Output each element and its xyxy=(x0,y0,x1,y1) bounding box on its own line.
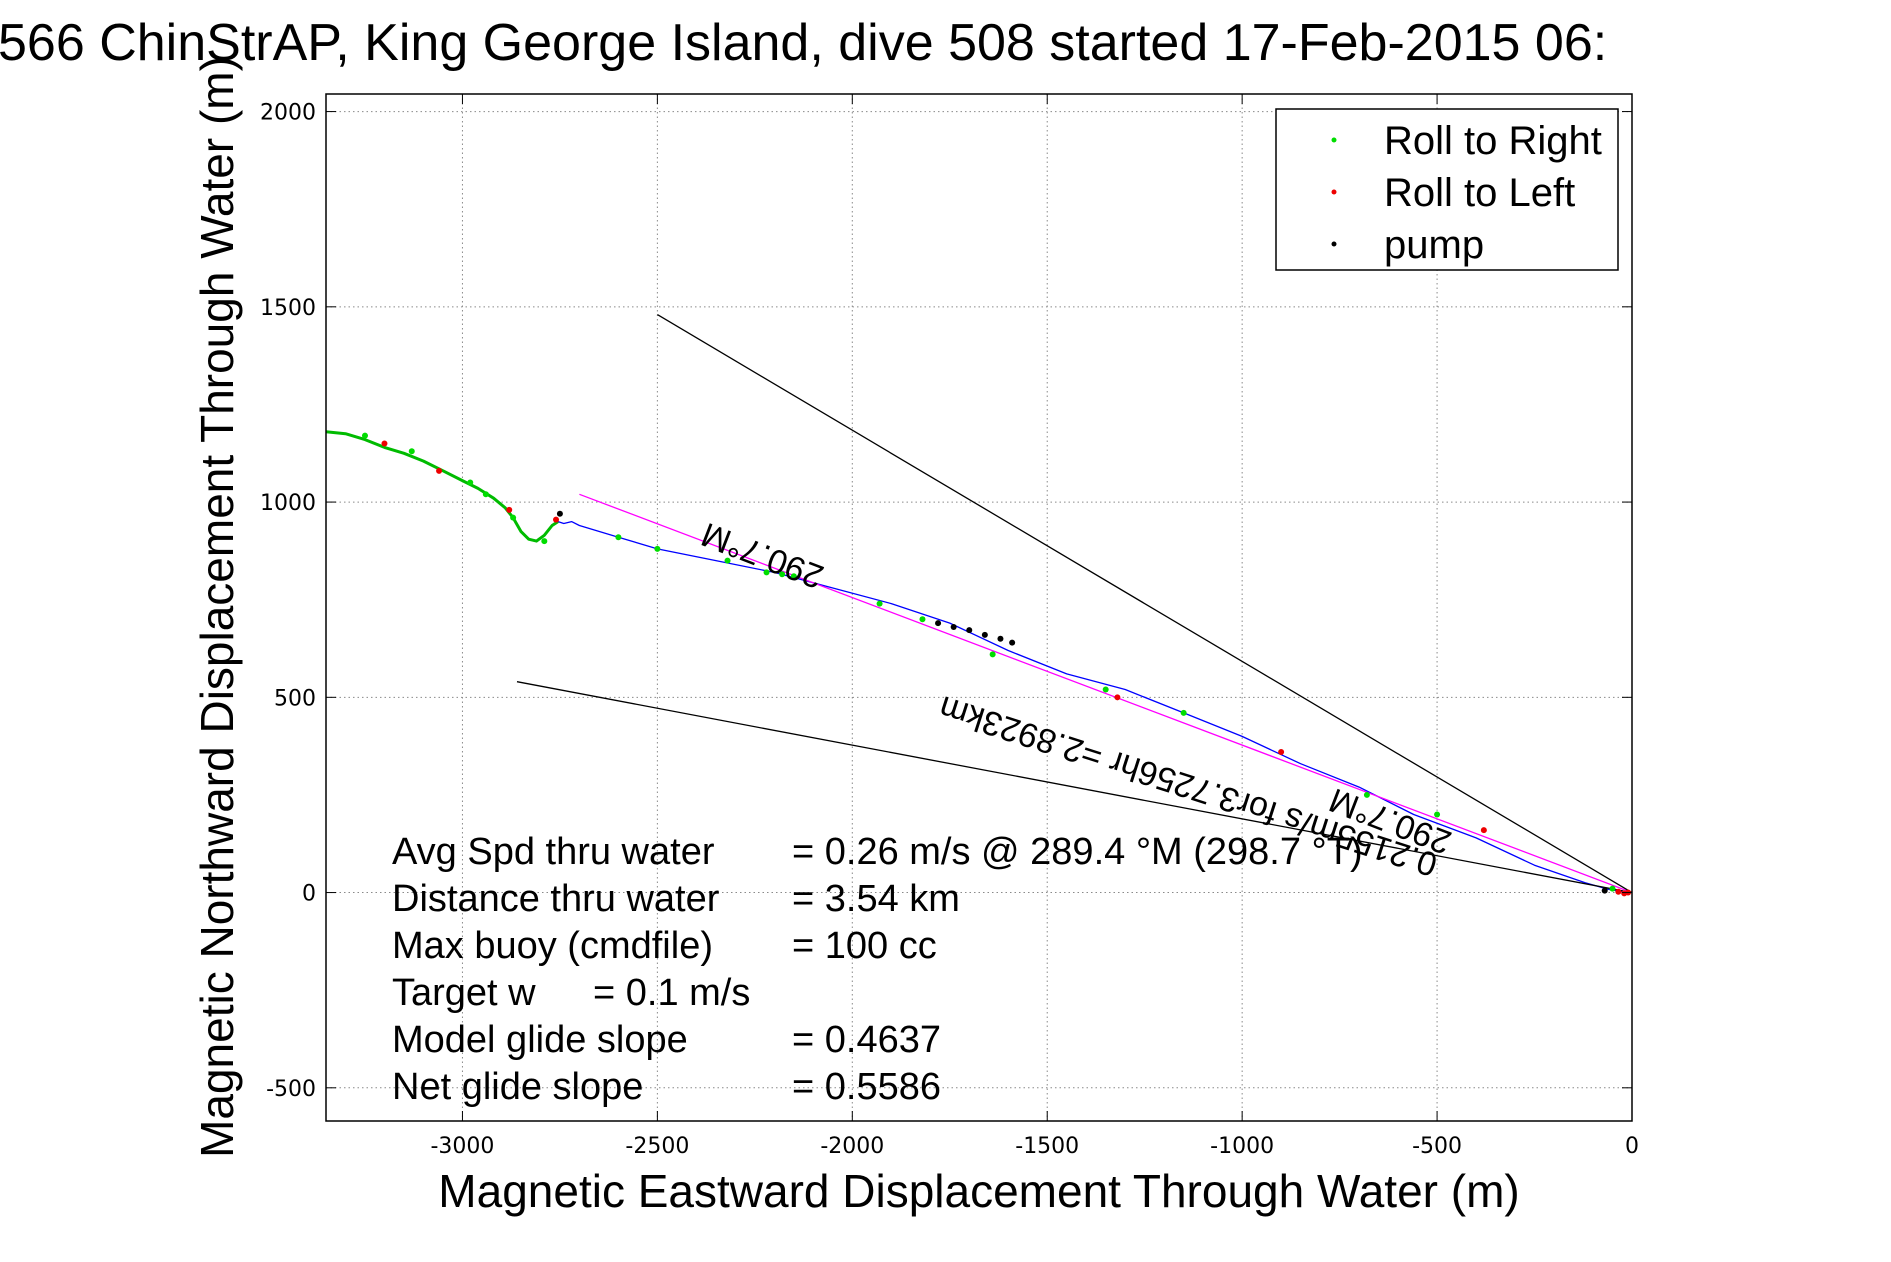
roll-right-marker xyxy=(541,538,548,545)
pump-marker xyxy=(950,624,957,631)
roll-right-marker xyxy=(510,514,517,521)
stats-block: Avg Spd thru water = 0.26 m/s @ 289.4 °M … xyxy=(392,831,1363,1108)
y-tick-label: 2000 xyxy=(260,101,316,126)
stat-label: Distance thru water xyxy=(392,878,720,920)
pump-marker xyxy=(997,635,1004,642)
legend: Roll to Right Roll to Left pump xyxy=(1275,108,1619,271)
y-tick-label: 0 xyxy=(302,882,316,907)
legend-items: Roll to Right Roll to Left pump xyxy=(1331,119,1602,267)
roll-right-marker xyxy=(615,534,622,541)
roll-right-marker xyxy=(724,557,731,564)
roll-left-marker xyxy=(381,440,388,447)
data-markers xyxy=(361,432,1632,897)
pump-marker xyxy=(966,627,973,634)
x-tick-label: -500 xyxy=(1412,1134,1462,1159)
pump-marker xyxy=(556,510,563,517)
roll-right-marker xyxy=(361,432,368,439)
stat-value: = 0.4637 xyxy=(792,1019,941,1061)
x-tick-label: -1500 xyxy=(1015,1134,1079,1159)
roll-right-marker xyxy=(467,479,474,486)
roll-left-marker xyxy=(1621,890,1628,897)
stat-value: = 100 cc xyxy=(792,925,937,967)
roll-left-marker xyxy=(553,516,560,523)
legend-label: Roll to Right xyxy=(1384,119,1602,163)
roll-left-marker xyxy=(1480,827,1487,834)
x-axis-label: Magnetic Eastward Displacement Through W… xyxy=(438,1165,1519,1217)
stat-label: Model glide slope xyxy=(392,1019,688,1061)
stat-label: Net glide slope xyxy=(392,1066,643,1108)
roll-right-marker xyxy=(482,491,489,498)
roll-right-marker xyxy=(1609,885,1616,892)
x-tick-label: -2500 xyxy=(625,1134,689,1159)
roll-right-marker xyxy=(408,448,415,455)
roll-right-marker xyxy=(876,600,883,607)
legend-label: Roll to Left xyxy=(1384,171,1575,215)
legend-label: pump xyxy=(1384,223,1484,267)
roll-left-marker xyxy=(1278,748,1285,755)
stat-value: = 3.54 km xyxy=(792,878,960,920)
roll-right-marker xyxy=(779,571,786,578)
x-tick-label: 0 xyxy=(1625,1134,1639,1159)
roll-right-marker xyxy=(989,651,996,658)
x-tick-label: -1000 xyxy=(1210,1134,1274,1159)
roll-right-marker xyxy=(1180,709,1187,716)
stat-value: = 0.26 m/s @ 289.4 °M (298.7 °T) xyxy=(792,831,1363,873)
roll-right-marker xyxy=(1434,811,1441,818)
roll-right-marker xyxy=(919,616,926,623)
chart-title: 566 ChinStrAP, King George Island, dive … xyxy=(0,14,1607,72)
y-tick-label: 1500 xyxy=(260,296,316,321)
pump-marker xyxy=(1601,887,1608,894)
roll-right-marker xyxy=(790,573,797,580)
roll-left-marker xyxy=(1114,694,1121,701)
roll-right-marker xyxy=(654,545,661,552)
stat-value: = 0.1 m/s xyxy=(593,972,750,1014)
legend-marker xyxy=(1331,189,1337,195)
legend-marker xyxy=(1331,137,1337,143)
roll-left-marker xyxy=(1615,888,1622,895)
legend-box xyxy=(1275,108,1619,271)
stat-label: Target w xyxy=(392,972,536,1014)
roll-right-marker xyxy=(1102,686,1109,693)
roll-right-marker xyxy=(1363,791,1370,798)
pump-marker xyxy=(981,631,988,638)
legend-marker xyxy=(1331,241,1337,247)
roll-left-marker xyxy=(506,506,513,513)
series-line-3 xyxy=(657,314,1633,894)
y-axis-label: Magnetic Northward Displacement Through … xyxy=(191,56,243,1158)
stat-label: Max buoy (cmdfile) xyxy=(392,925,713,967)
series-line-4 xyxy=(516,681,1633,894)
x-tick-label: -2000 xyxy=(820,1134,884,1159)
x-tick-label: -3000 xyxy=(430,1134,494,1159)
stat-label: Avg Spd thru water xyxy=(392,831,715,873)
roll-right-marker xyxy=(763,569,770,576)
plot-frame xyxy=(325,93,1633,1122)
pump-marker xyxy=(935,620,942,627)
pump-marker xyxy=(1009,639,1016,646)
y-tick-label: 500 xyxy=(274,686,316,711)
stat-value: = 0.5586 xyxy=(792,1066,941,1108)
y-axis-ticks: -500 0 500 1000 1500 2000 xyxy=(260,101,1632,1102)
y-tick-label: -500 xyxy=(266,1077,316,1102)
x-axis-ticks: -3000 -2500 -2000 -1500 -1000 -500 0 xyxy=(430,94,1639,1159)
series-line-2 xyxy=(579,493,1633,894)
roll-left-marker xyxy=(436,467,443,474)
y-tick-label: 1000 xyxy=(260,491,316,516)
